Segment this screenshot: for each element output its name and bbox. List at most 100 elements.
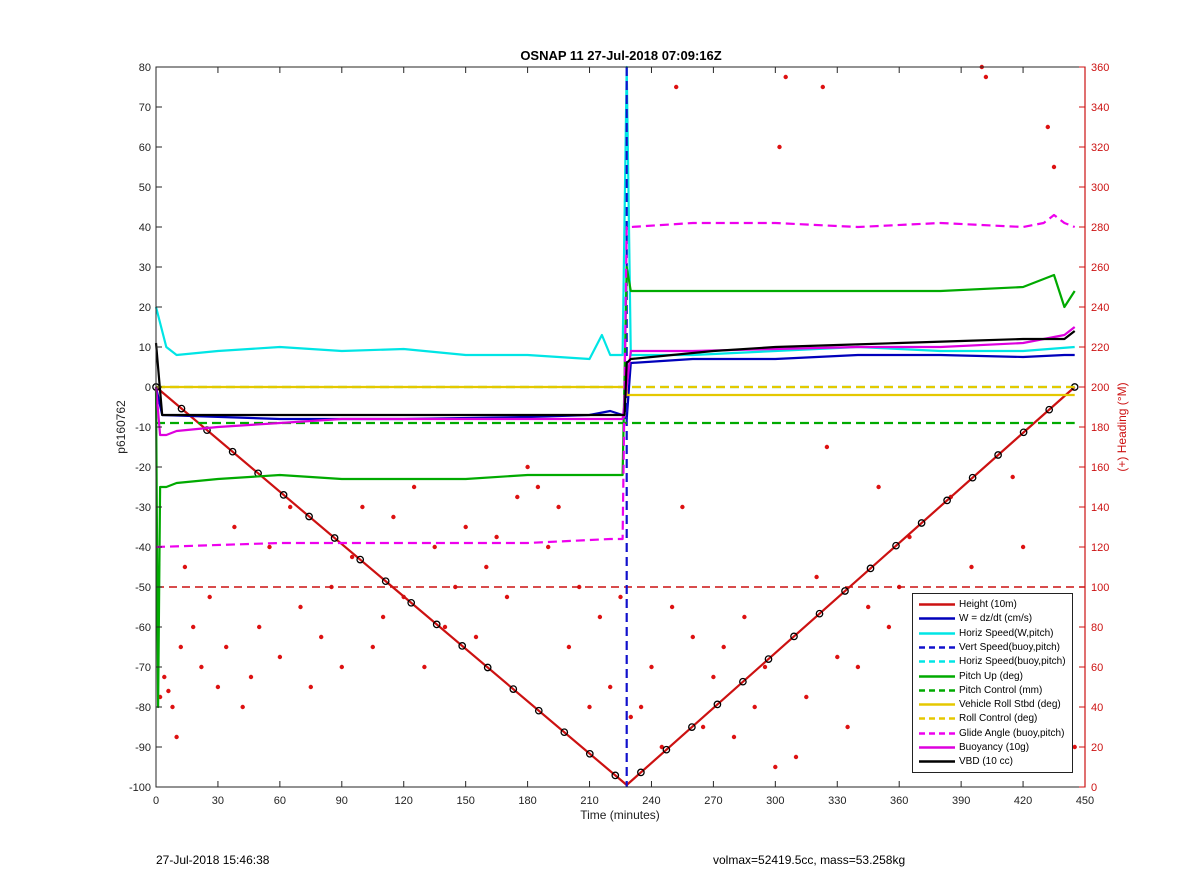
heading-point bbox=[411, 484, 417, 490]
legend-item: Roll Control (deg) bbox=[913, 712, 1072, 725]
heading-point bbox=[162, 674, 167, 680]
heading-point bbox=[793, 754, 799, 760]
plot-area bbox=[152, 64, 1085, 787]
y-tick-label: -100 bbox=[129, 782, 151, 794]
heading-point bbox=[618, 594, 623, 600]
y2-tick-label: 260 bbox=[1091, 262, 1109, 274]
legend-item: W = dz/dt (cm/s) bbox=[913, 612, 1072, 625]
series-marker bbox=[407, 598, 416, 607]
series-marker bbox=[790, 632, 798, 641]
series-marker bbox=[585, 749, 594, 758]
heading-point bbox=[566, 644, 572, 650]
legend-swatch bbox=[919, 617, 955, 621]
heading-point bbox=[224, 644, 229, 650]
series-marker bbox=[534, 706, 543, 715]
y-tick-label: 70 bbox=[139, 102, 151, 114]
y2-tick-label: 140 bbox=[1091, 502, 1109, 514]
y2-tick-label: 280 bbox=[1091, 222, 1109, 234]
series-marker bbox=[509, 685, 518, 693]
legend-item: Vert Speed(buoy,pitch) bbox=[913, 641, 1072, 654]
heading-point bbox=[638, 704, 644, 710]
heading-point bbox=[215, 684, 221, 690]
heading-point bbox=[207, 594, 212, 600]
heading-point bbox=[170, 704, 175, 710]
series-line bbox=[154, 65, 1075, 361]
legend-swatch bbox=[919, 717, 955, 721]
legend-item: Horiz Speed(W,pitch) bbox=[913, 627, 1072, 640]
legend: Height (10m) W = dz/dt (cm/s) Horiz Speed(… bbox=[912, 593, 1073, 773]
legend-label: Glide Angle (buoy,pitch) bbox=[959, 727, 1065, 739]
x-tick-label: 270 bbox=[704, 795, 722, 807]
heading-point bbox=[288, 504, 293, 510]
heading-point bbox=[432, 544, 437, 550]
y-tick-label: 40 bbox=[139, 222, 151, 234]
y-tick-label: 60 bbox=[139, 142, 151, 154]
legend-label: Vert Speed(buoy,pitch) bbox=[959, 641, 1060, 653]
x-tick-label: 330 bbox=[828, 795, 846, 807]
legend-item: Glide Angle (buoy,pitch) bbox=[913, 727, 1072, 740]
heading-point bbox=[442, 624, 448, 630]
heading-point bbox=[391, 514, 396, 520]
heading-point bbox=[804, 694, 809, 700]
heading-point bbox=[463, 524, 468, 530]
heading-point bbox=[484, 564, 489, 570]
heading-point bbox=[742, 614, 747, 620]
heading-point bbox=[1051, 164, 1057, 170]
heading-point bbox=[835, 654, 840, 660]
legend-item: Height (10m) bbox=[913, 598, 1072, 611]
heading-point bbox=[669, 604, 675, 610]
legend-item: Pitch Up (deg) bbox=[913, 670, 1072, 683]
series-marker bbox=[330, 534, 339, 542]
series-marker bbox=[1045, 405, 1054, 414]
x-tick-label: 150 bbox=[456, 795, 474, 807]
y2-tick-label: 0 bbox=[1091, 782, 1097, 794]
y2-tick-label: 200 bbox=[1091, 382, 1109, 394]
x-axis-label: Time (minutes) bbox=[580, 808, 660, 822]
heading-point bbox=[597, 614, 603, 620]
x-tick-label: 90 bbox=[336, 795, 348, 807]
series-marker bbox=[764, 655, 773, 663]
series-marker bbox=[892, 541, 900, 550]
heading-point bbox=[277, 654, 283, 660]
y-tick-label: -50 bbox=[135, 582, 151, 594]
legend-swatch bbox=[919, 646, 955, 649]
heading-point bbox=[886, 624, 892, 630]
series-marker bbox=[305, 512, 313, 521]
series-marker bbox=[739, 677, 747, 686]
heading-point bbox=[608, 684, 613, 690]
legend-swatch bbox=[919, 674, 955, 678]
heading-point bbox=[174, 734, 179, 740]
heading-point bbox=[628, 714, 633, 720]
legend-label: Horiz Speed(buoy,pitch) bbox=[959, 656, 1066, 668]
heading-point bbox=[876, 484, 881, 490]
y-tick-label: -10 bbox=[135, 422, 151, 434]
x-tick-label: 210 bbox=[580, 795, 598, 807]
heading-point bbox=[1072, 744, 1077, 750]
heading-point bbox=[556, 504, 561, 510]
x-tick-label: 300 bbox=[766, 795, 784, 807]
heading-point bbox=[777, 144, 782, 150]
series-marker bbox=[1019, 428, 1028, 437]
heading-point bbox=[690, 634, 695, 640]
series-marker bbox=[560, 728, 569, 737]
heading-point bbox=[546, 544, 551, 550]
y2-axis-label: (+) Heading (°M) bbox=[1115, 382, 1129, 471]
heading-point bbox=[731, 734, 737, 740]
series-marker bbox=[177, 404, 186, 413]
heading-point bbox=[1045, 124, 1051, 130]
y2-tick-label: 300 bbox=[1091, 182, 1109, 194]
series-marker bbox=[662, 745, 671, 754]
y-tick-label: 50 bbox=[139, 182, 151, 194]
series-line bbox=[154, 326, 1076, 437]
y-tick-label: 30 bbox=[139, 262, 151, 274]
heading-point bbox=[494, 534, 499, 540]
legend-swatch bbox=[919, 703, 955, 706]
x-tick-label: 240 bbox=[642, 795, 660, 807]
legend-swatch bbox=[919, 746, 955, 749]
heading-point bbox=[711, 674, 716, 680]
y2-tick-label: 180 bbox=[1091, 422, 1109, 434]
y-tick-label: -80 bbox=[135, 702, 151, 714]
heading-point bbox=[504, 594, 510, 600]
heading-point bbox=[587, 704, 592, 710]
